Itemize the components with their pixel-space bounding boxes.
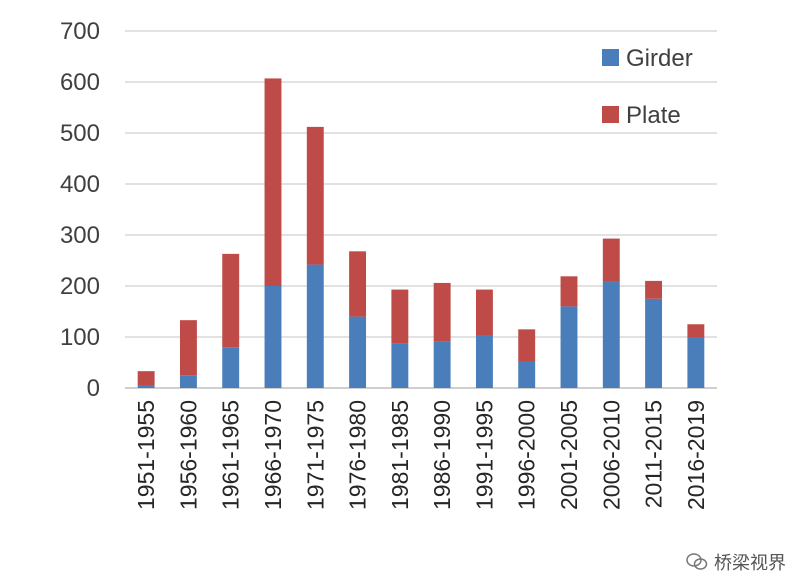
- legend: Girder Plate: [602, 45, 693, 129]
- y-tick-label: 0: [87, 375, 100, 402]
- bar-plate-1991-1995: [475, 289, 493, 336]
- bars: [137, 78, 705, 388]
- watermark-text: 桥梁视界: [714, 553, 786, 574]
- bar-girder-1986-1990: [433, 341, 451, 388]
- bar-girder-1996-2000: [518, 361, 536, 388]
- bar-girder-2011-2015: [645, 298, 663, 388]
- x-tick-label: 1951-1955: [133, 400, 159, 510]
- bar-plate-2011-2015: [645, 280, 663, 299]
- legend-label-girder: Girder: [626, 45, 693, 72]
- bar-plate-1956-1960: [179, 320, 197, 376]
- bar-girder-1971-1975: [306, 264, 324, 388]
- y-tick-label: 200: [60, 273, 100, 300]
- x-tick-label: 2016-2019: [683, 400, 709, 510]
- bar-girder-1976-1980: [349, 316, 367, 388]
- bar-girder-2006-2010: [602, 281, 620, 388]
- bar-plate-2001-2005: [560, 276, 578, 307]
- legend-label-plate: Plate: [626, 102, 681, 129]
- bar-plate-1966-1970: [264, 78, 282, 287]
- x-tick-label: 1956-1960: [175, 400, 201, 510]
- x-tick-label: 1961-1965: [218, 400, 244, 510]
- wechat-icon: [686, 553, 708, 570]
- bar-plate-2006-2010: [602, 238, 620, 282]
- bar-girder-1991-1995: [475, 335, 493, 388]
- bar-plate-2016-2019: [687, 324, 705, 337]
- bar-girder-1981-1985: [391, 343, 409, 388]
- bar-girder-2016-2019: [687, 337, 705, 388]
- x-tick-label: 2001-2005: [556, 400, 582, 510]
- y-tick-labels: 0 100 200 300 400 500 600 700: [60, 18, 100, 402]
- x-tick-label: 1976-1980: [345, 400, 371, 510]
- y-tick-label: 700: [60, 18, 100, 45]
- bar-girder-1951-1955: [137, 385, 155, 388]
- legend-swatch-girder: [602, 49, 619, 66]
- x-tick-label: 1996-2000: [514, 400, 540, 510]
- bar-plate-1986-1990: [433, 282, 451, 342]
- bar-girder-2001-2005: [560, 306, 578, 388]
- bar-plate-1976-1980: [349, 251, 367, 317]
- bar-girder-1961-1965: [222, 347, 240, 388]
- bar-plate-1961-1965: [222, 253, 240, 348]
- x-tick-label: 1966-1970: [260, 400, 286, 510]
- y-tick-label: 500: [60, 120, 100, 147]
- bar-girder-1956-1960: [179, 375, 197, 388]
- x-tick-labels: 1951-1955 1956-1960 1961-1965 1966-1970 1971…: [133, 400, 709, 510]
- x-tick-label: 1991-1995: [471, 400, 497, 510]
- legend-swatch-plate: [602, 106, 619, 123]
- x-tick-label: 1981-1985: [387, 400, 413, 510]
- bar-plate-1971-1975: [306, 126, 324, 265]
- gridlines: [125, 30, 717, 389]
- bar-plate-1951-1955: [137, 371, 155, 386]
- y-tick-label: 600: [60, 69, 100, 96]
- x-tick-label: 2006-2010: [598, 400, 624, 510]
- bar-plate-1981-1985: [391, 289, 409, 344]
- x-tick-label: 1971-1975: [302, 400, 328, 510]
- x-tick-label: 2011-2015: [641, 400, 667, 508]
- bar-plate-1996-2000: [518, 329, 536, 362]
- y-tick-label: 400: [60, 171, 100, 198]
- y-tick-label: 300: [60, 222, 100, 249]
- watermark: 桥梁视界: [686, 549, 786, 575]
- y-tick-label: 100: [60, 324, 100, 351]
- bar-girder-1966-1970: [264, 286, 282, 388]
- x-tick-label: 1986-1990: [429, 400, 455, 510]
